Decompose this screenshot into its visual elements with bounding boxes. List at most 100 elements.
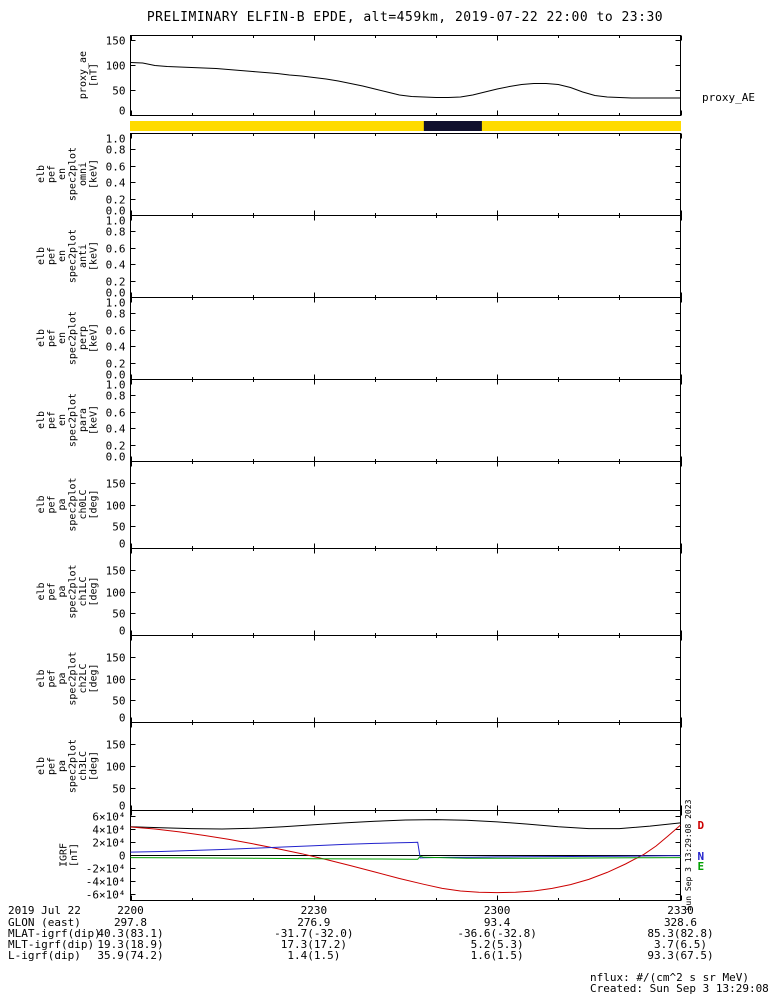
y-axis-label-line: elb <box>36 757 47 775</box>
y-axis-label-line: [keV] <box>89 323 100 353</box>
y-tick-label: -2×10⁴ <box>86 863 126 876</box>
y-tick-label: 50 <box>112 85 125 98</box>
panel-elb-pef-en-spec2plot-para: 0.00.2 0.4 0.6 0.81.0 elb pef en spec2plot para[… <box>36 379 682 464</box>
y-tick-label: 0.2 <box>106 194 126 207</box>
indicator-bar-bg <box>130 121 681 131</box>
footer-date-label: 2019 Jul 22 <box>8 904 81 917</box>
y-axis-label-line: spec2plot <box>68 147 79 201</box>
footer-value: 19.3(18.9) <box>97 937 164 951</box>
y-axis-label-line: pa <box>57 672 68 684</box>
y-axis-label-line: pef <box>47 757 58 775</box>
y-tick-label: 150 <box>106 35 126 48</box>
y-axis-label-line: anti <box>78 244 89 268</box>
footer-value: 276.9 <box>297 915 331 929</box>
y-tick-label: 0.2 <box>106 276 126 289</box>
y-axis-label-line: en <box>57 250 68 262</box>
panel-frame <box>130 379 681 462</box>
footer-value: 85.3(82.8) <box>647 926 714 940</box>
y-tick-label: 0.4 <box>106 341 126 354</box>
y-tick-label: 0.4 <box>106 423 126 436</box>
panel-data-availability-bar <box>130 121 681 131</box>
y-tick-label: 50 <box>112 783 125 796</box>
footer-row-label: MLAT-igrf(dip) <box>8 926 101 940</box>
y-tick-label: 0 <box>119 105 126 118</box>
y-axis-label-line: pef <box>47 582 58 600</box>
y-tick-label: 50 <box>112 608 125 621</box>
y-tick-label: 0.8 <box>106 226 126 239</box>
y-axis-label-line: [keV] <box>89 159 100 189</box>
footer-value: 297.8 <box>113 915 148 929</box>
y-tick-label: 2×10⁴ <box>92 837 125 850</box>
panel-frame <box>130 35 681 116</box>
proxy-ae-line-label: proxy_AE <box>702 91 755 104</box>
footer-row-label: L-igrf(dip) <box>8 949 81 963</box>
y-tick-label: 0 <box>119 800 126 813</box>
y-axis-label-line: elb <box>36 329 47 347</box>
y-axis-label-line: pef <box>47 329 58 347</box>
flux-units-note: nflux: #/(cm^2 s sr MeV) <box>590 971 749 984</box>
y-axis-label-line: pef <box>47 247 58 265</box>
y-axis-label-line: [deg] <box>89 751 100 781</box>
y-tick-label: 1.0 <box>106 379 126 392</box>
y-tick-label: 0 <box>119 712 126 725</box>
y-tick-label: 4×10⁴ <box>92 824 125 837</box>
y-tick-label: 0.6 <box>106 161 126 174</box>
footer-value: -36.6(-32.8) <box>457 926 537 940</box>
side-timestamp: Sun Sep 3 13:29:08 2023 <box>684 799 693 910</box>
y-tick-label: 1.0 <box>106 215 126 228</box>
y-axis-label-line: elb <box>36 669 47 687</box>
created-timestamp: Created: Sun Sep 3 13:29:08 2023 <box>590 982 775 995</box>
panel-frame <box>130 133 681 216</box>
y-tick-label: 0.8 <box>106 308 126 321</box>
y-tick-label: 0.0 <box>106 369 126 382</box>
y-tick-label: 100 <box>106 674 126 687</box>
footer-value: 5.2(5.3) <box>470 937 524 951</box>
panel-elb-pef-en-spec2plot-anti: 0.00.2 0.4 0.6 0.81.0 elb pef en spec2plot anti[… <box>36 215 682 300</box>
y-tick-label: 0.6 <box>106 243 126 256</box>
y-axis-label-line: en <box>57 414 68 426</box>
y-axis-label-line: spec2plot <box>68 564 79 618</box>
line-end-label-E: E <box>698 860 705 873</box>
footer-value: 40.3(83.1) <box>97 926 164 940</box>
panel-frame <box>130 635 681 723</box>
y-axis-label-line: spec2plot <box>68 477 79 531</box>
y-tick-label: 0.0 <box>106 287 126 300</box>
x-tick-label: 2230 <box>301 904 328 917</box>
y-axis-label-line: pef <box>47 411 58 429</box>
y-axis-label-line: en <box>57 168 68 180</box>
y-tick-label: 0 <box>119 850 126 863</box>
footer-row-label: MLT-igrf(dip) <box>8 937 95 951</box>
y-tick-label: 0 <box>119 625 126 638</box>
y-tick-label: 0.8 <box>106 390 126 403</box>
y-tick-label: 0 <box>119 538 126 551</box>
panel-elb-pef-en-spec2plot-perp: 0.00.2 0.4 0.6 0.81.0 elb pef en spec2plot perp[… <box>36 297 682 382</box>
y-axis-label-line: elb <box>36 495 47 513</box>
panel-elb-pef-pa-spec2plot-ch0LC: 0 50 100 150 elb pef pa spec2plot ch0LC [deg] <box>36 461 682 551</box>
series-proxy_AE <box>130 62 681 99</box>
y-tick-label: 100 <box>106 60 126 73</box>
y-axis-label-line: elb <box>36 165 47 183</box>
panel-frame <box>130 461 681 549</box>
plot-title: PRELIMINARY ELFIN-B EPDE, alt=459km, 201… <box>146 10 664 25</box>
y-tick-label: 50 <box>112 521 125 534</box>
line-end-label-N: N <box>698 850 705 863</box>
x-tick-label: 2300 <box>484 904 511 917</box>
y-axis-label-line: [keV] <box>89 405 100 435</box>
line-end-label-D: D <box>698 819 705 832</box>
y-tick-label: 0.0 <box>106 205 126 218</box>
y-axis-label-line: elb <box>36 247 47 265</box>
y-tick-label: 1.0 <box>106 133 126 146</box>
series-E <box>130 855 681 860</box>
panel-proxy-ae: 0 50 100 150 proxy_ae [nT] <box>78 35 682 118</box>
y-axis-label-line: [nT] <box>89 63 100 87</box>
footer-value: 35.9(74.2) <box>97 949 164 963</box>
y-tick-label: 150 <box>106 565 126 578</box>
y-axis-label-line: ch1LC <box>78 576 89 606</box>
y-axis-label-line: omni <box>78 162 89 186</box>
y-axis-label-line: para <box>78 408 89 432</box>
y-axis-label-line: pef <box>47 669 58 687</box>
footer-value: -31.7(-32.0) <box>274 926 354 940</box>
y-tick-label: 0.4 <box>106 259 126 272</box>
y-tick-label: 0.2 <box>106 358 126 371</box>
